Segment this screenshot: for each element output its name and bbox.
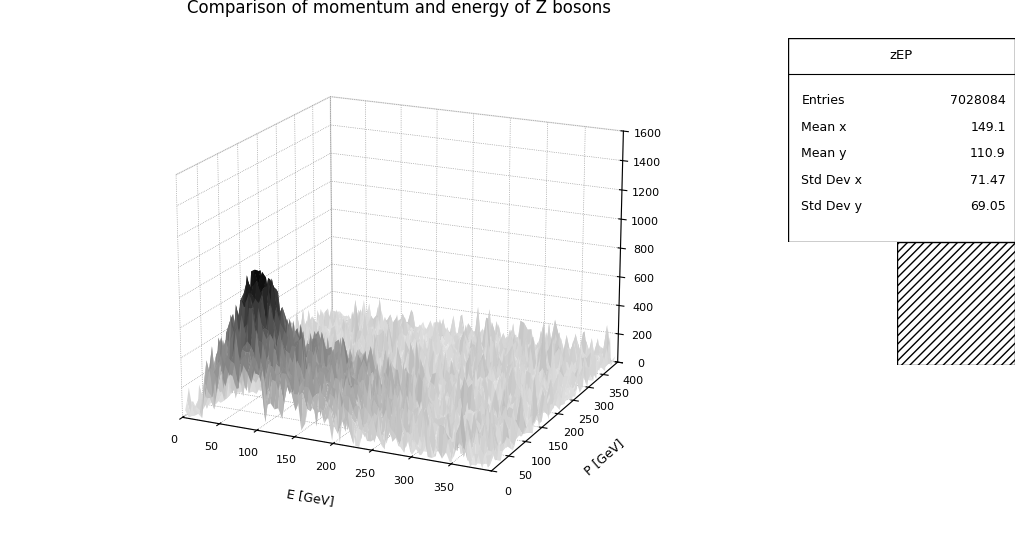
Text: 110.9: 110.9 — [970, 147, 1006, 161]
Y-axis label: P [GeV]: P [GeV] — [582, 436, 626, 477]
Text: 69.05: 69.05 — [970, 200, 1006, 214]
Text: Mean x: Mean x — [801, 121, 847, 134]
Text: Entries: Entries — [801, 95, 845, 107]
Text: 149.1: 149.1 — [970, 121, 1006, 134]
Text: Std Dev x: Std Dev x — [801, 174, 862, 187]
Text: zEP: zEP — [890, 49, 913, 62]
Text: 71.47: 71.47 — [970, 174, 1006, 187]
Text: 7028084: 7028084 — [950, 95, 1006, 107]
X-axis label: E [GeV]: E [GeV] — [285, 487, 335, 508]
Text: Std Dev y: Std Dev y — [801, 200, 862, 214]
Title: Comparison of momentum and energy of Z bosons: Comparison of momentum and energy of Z b… — [187, 0, 611, 17]
Text: Mean y: Mean y — [801, 147, 847, 161]
